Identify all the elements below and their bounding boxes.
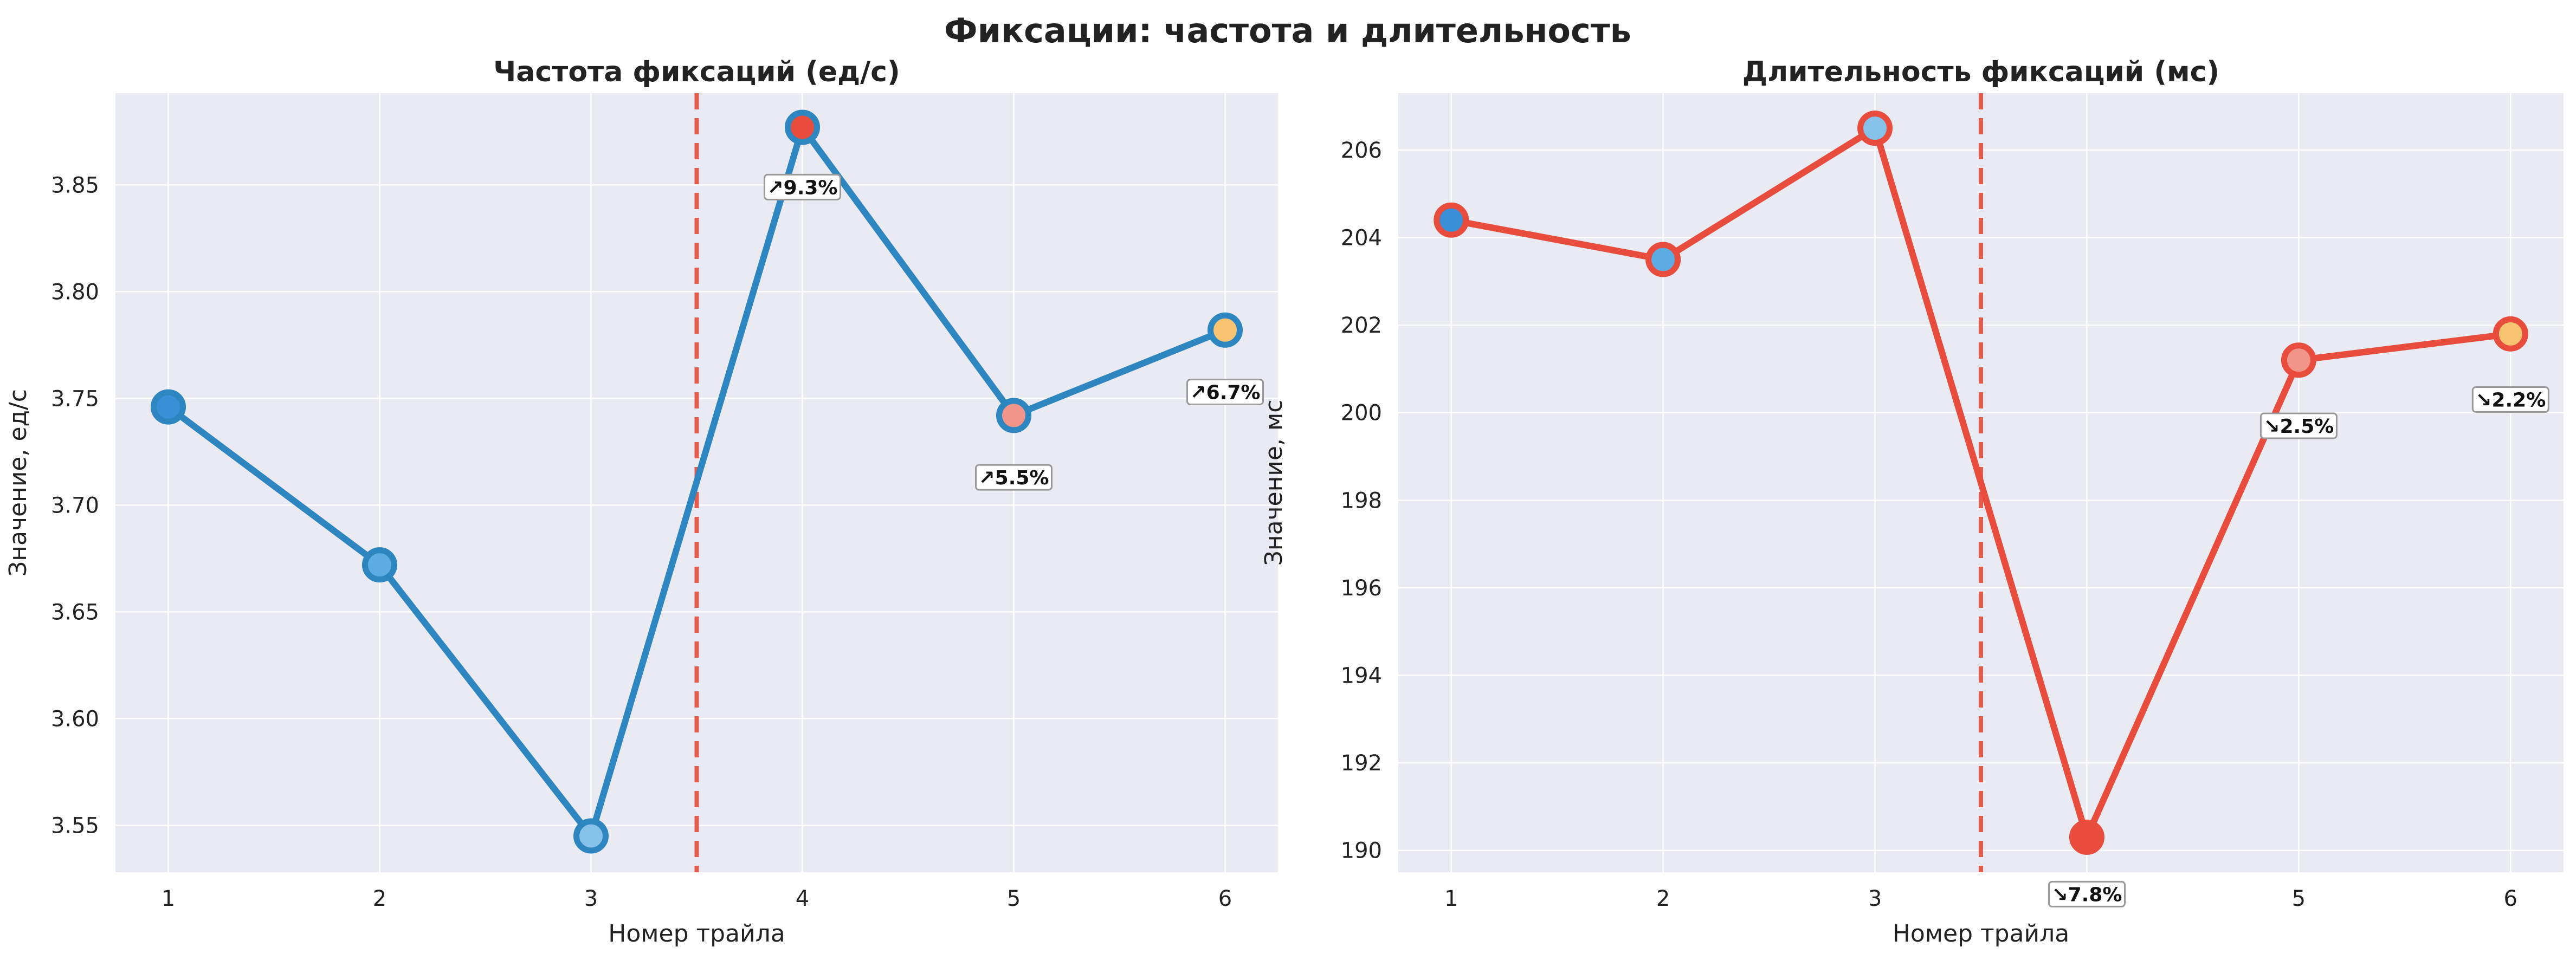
x-tick-label: 2 [373,886,386,911]
y-tick-label: 3.80 [51,280,99,304]
y-tick-label: 194 [1341,663,1382,688]
annotation-label: ↘2.2% [2475,390,2546,412]
x-axis-label: Номер трайла [608,920,785,948]
chart-panel-fixation-duration: 190192194196198200202204206123456Длитель… [1260,56,2564,948]
annotation-box [2259,412,2338,439]
chart-title: Частота фиксаций (ед/с) [493,56,900,88]
y-tick-label: 3.75 [51,386,99,411]
data-point [996,398,1031,433]
y-tick-label: 204 [1341,226,1382,251]
y-tick-label: 200 [1341,401,1382,426]
annotation-box [2471,386,2549,413]
data-point [362,547,397,583]
figure-suptitle: Фиксации: частота и длительность [944,11,1631,50]
y-axis-label: Значение, ед/с [4,389,32,576]
x-tick-label: 2 [1656,886,1670,911]
annotation-label: ↘7.8% [2051,884,2122,906]
x-tick-label: 6 [1218,886,1232,911]
x-tick-label: 3 [584,886,598,911]
y-tick-label: 3.55 [51,813,99,838]
data-point [2069,819,2104,855]
series-line [1448,125,2514,841]
annotation-box [975,464,1053,491]
x-tick-label: 6 [2504,886,2517,911]
y-tick-label: 198 [1341,488,1382,513]
annotation-label: ↗6.7% [1190,382,1260,404]
annotation-box [1186,379,1264,406]
x-tick-label: 4 [796,886,809,911]
y-tick-label: 190 [1341,839,1382,864]
y-tick-label: 196 [1341,576,1382,601]
data-point [1857,111,1893,146]
y-tick-label: 3.65 [51,600,99,625]
data-point [1645,242,1681,277]
data-point [2493,316,2528,352]
x-tick-label: 5 [2292,886,2306,911]
x-tick-label: 3 [1868,886,1882,911]
y-tick-label: 3.85 [51,173,99,198]
y-tick-label: 3.60 [51,706,99,731]
x-axis-label: Номер трайла [1893,920,2069,948]
series-line [165,124,1229,840]
annotation-label: ↗5.5% [978,467,1049,489]
annotation-label: ↗9.3% [767,177,837,199]
y-tick-label: 3.70 [51,493,99,518]
y-tick-label: 192 [1341,751,1382,776]
annotation-box [764,173,841,200]
x-tick-label: 1 [162,886,175,911]
chart-title: Длительность фиксаций (мс) [1742,56,2219,88]
x-tick-label: 1 [1444,886,1458,911]
data-point [1434,202,1469,238]
data-point [2281,342,2316,378]
data-point [785,109,820,145]
y-axis-label: Значение, мс [1260,400,1288,566]
data-point [1208,312,1243,348]
chart-panel-fixation-rate: 3.55 3.60 3.65 3.70 3.75 3.80 3.85 1 2 3 4 5 6 Частот… [4,56,1278,948]
annotation-label: ↘2.5% [2263,416,2334,438]
x-tick-label: 5 [1007,886,1021,911]
y-tick-label: 206 [1341,138,1382,163]
y-tick-label: 202 [1341,313,1382,338]
annotation-box [2048,880,2126,907]
data-point [151,389,186,425]
data-point [573,818,609,854]
